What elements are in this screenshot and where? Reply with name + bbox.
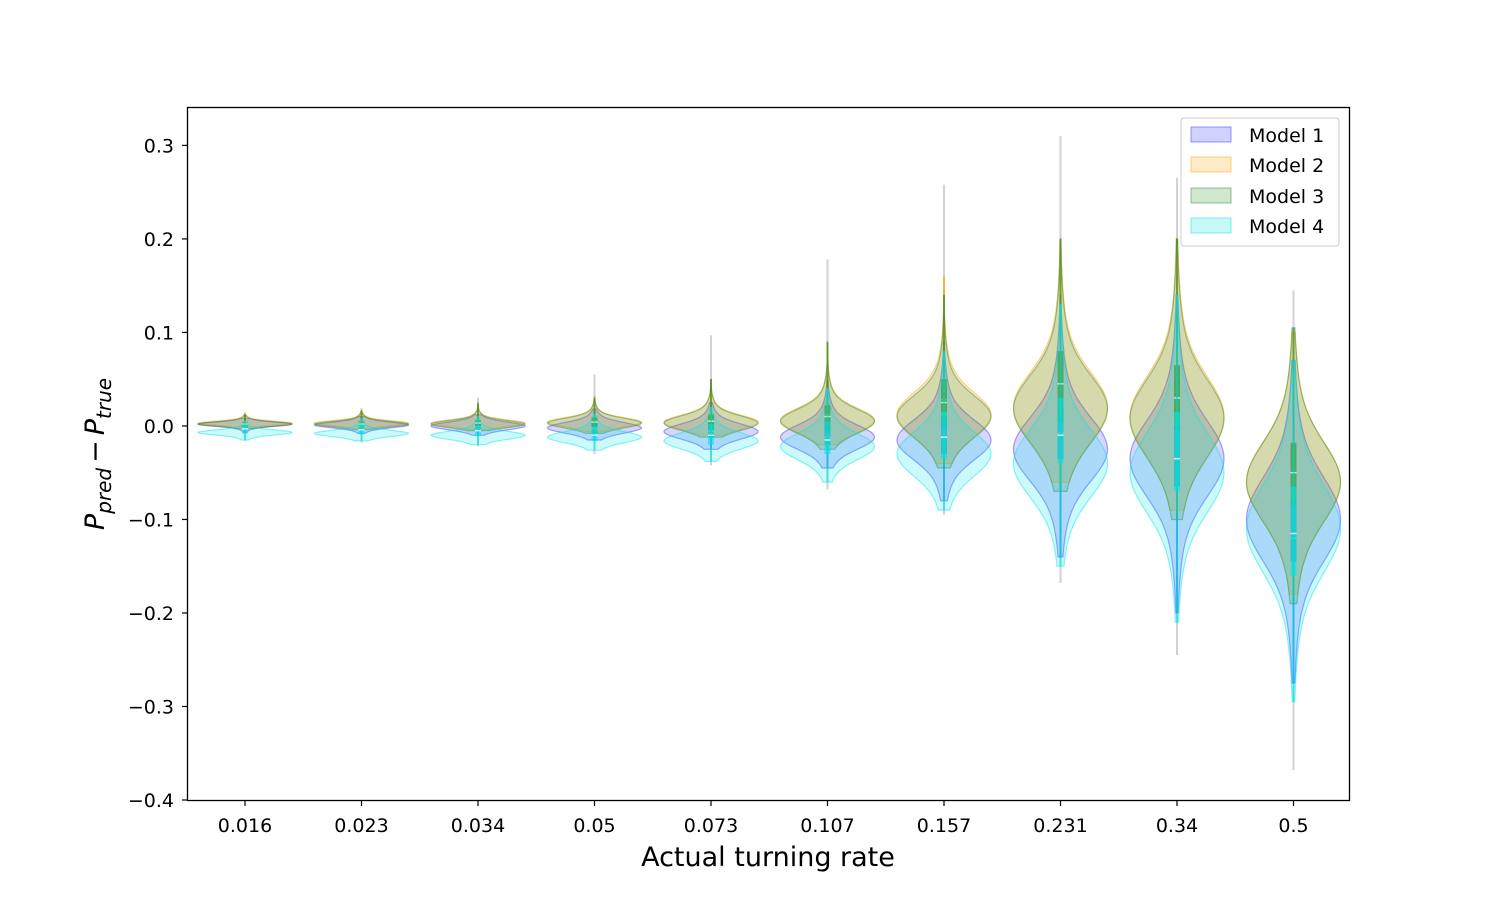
x-tick-label: 0.157 xyxy=(917,815,971,837)
y-label-p2: P xyxy=(80,418,111,435)
x-tick-label: 0.5 xyxy=(1278,815,1308,837)
y-axis-label: Ppred − Ptrue xyxy=(80,378,116,530)
legend-swatch-model-4 xyxy=(1190,217,1232,234)
x-tick-label: 0.073 xyxy=(684,815,738,837)
x-tick-label: 0.34 xyxy=(1156,815,1198,837)
y-label-sub-pred: pred xyxy=(92,468,116,515)
y-label-sub-true: true xyxy=(92,378,116,419)
legend-label-model-2: Model 2 xyxy=(1249,155,1324,177)
svg-text:Ppred−Ptrue: Ppred − Ptrue xyxy=(80,378,116,530)
violin-iqr xyxy=(591,425,598,441)
legend: Model 1 Model 2 Model 3 Model 4 xyxy=(1180,117,1340,247)
violin-iqr xyxy=(1174,411,1180,492)
x-tick-label: 0.05 xyxy=(573,815,615,837)
y-label-minus: − xyxy=(80,440,111,463)
x-tick-label: 0.034 xyxy=(451,815,505,837)
y-tick-label: −0.2 xyxy=(128,603,174,625)
x-axis: 0.016 0.023 0.034 0.05 0.073 0.107 0.157 0.231 0… xyxy=(218,800,1309,837)
y-label-p1: P xyxy=(80,513,111,530)
violin-iqr xyxy=(824,421,831,454)
legend-frame xyxy=(1180,117,1340,247)
violin-iqr xyxy=(708,424,714,445)
legend-swatch-model-2 xyxy=(1190,156,1232,173)
legend-swatch-model-3 xyxy=(1190,187,1232,204)
violins-layer xyxy=(197,136,1342,771)
x-tick-label: 0.023 xyxy=(334,815,388,837)
violin-iqr xyxy=(1290,486,1297,576)
plot-frame xyxy=(186,106,1351,802)
y-axis: −0.4 −0.3 −0.2 −0.1 0.0 0.1 0.2 0.3 xyxy=(128,135,188,812)
x-tick-label: 0.231 xyxy=(1033,815,1087,837)
legend-label-model-3: Model 3 xyxy=(1249,186,1324,208)
y-tick-label: −0.4 xyxy=(128,790,174,812)
violin-group-model-4 xyxy=(197,294,1342,703)
violin-iqr xyxy=(1057,397,1064,464)
y-tick-label: −0.3 xyxy=(128,696,174,718)
y-tick-label: 0.0 xyxy=(144,416,174,438)
x-tick-label: 0.016 xyxy=(218,815,272,837)
y-tick-label: −0.1 xyxy=(128,509,174,531)
y-tick-label: 0.1 xyxy=(144,322,174,344)
legend-label-model-1: Model 1 xyxy=(1249,125,1324,147)
y-tick-label: 0.2 xyxy=(144,229,174,251)
legend-label-model-4: Model 4 xyxy=(1249,216,1324,238)
x-tick-label: 0.107 xyxy=(800,815,854,837)
y-tick-label: 0.3 xyxy=(144,135,174,157)
legend-swatch-model-1 xyxy=(1190,126,1232,143)
violin-iqr xyxy=(941,411,947,459)
x-axis-label: Actual turning rate xyxy=(641,842,895,873)
